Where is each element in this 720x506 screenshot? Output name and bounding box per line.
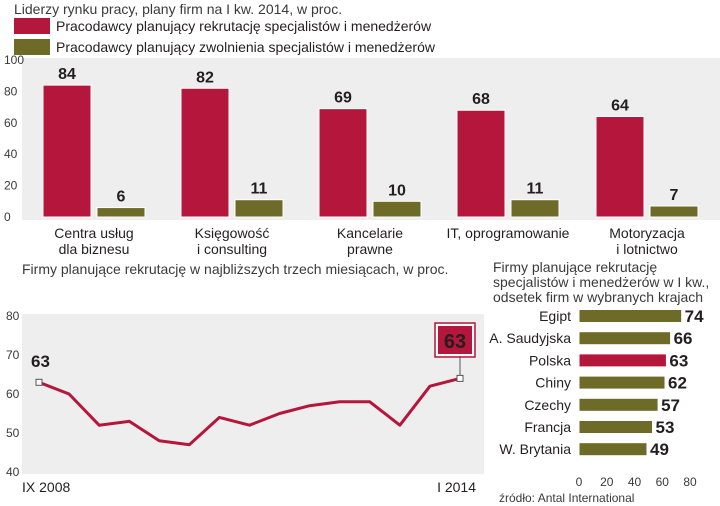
bar-value-label: 82 <box>196 69 214 86</box>
point-marker <box>35 378 43 386</box>
bar <box>578 442 648 457</box>
bar <box>372 200 422 218</box>
country-label: Polska <box>529 352 571 368</box>
bar-value-label: 11 <box>527 181 544 198</box>
bar <box>234 199 284 218</box>
legend-label: Pracodawcy planujący zwolnienia specjali… <box>56 39 436 55</box>
end-value-frame <box>434 322 476 358</box>
end-value-box <box>436 324 474 356</box>
y-tick-label: 100 <box>4 53 24 67</box>
legend-label: Pracodawcy planujący rekrutację specjali… <box>56 18 432 34</box>
chart-title: Liderzy rynku pracy, plany firm na I kw.… <box>14 1 342 17</box>
bar-value-label: 84 <box>58 66 76 83</box>
country-label: A. Saudyjska <box>489 330 571 346</box>
country-label: Czechy <box>524 397 571 413</box>
bar-value-label: 74 <box>685 307 704 326</box>
category-label: Kancelarie <box>337 225 403 241</box>
bar <box>510 199 560 218</box>
bar-value-label: 69 <box>334 90 352 107</box>
category-label: Motoryzacja <box>609 225 685 241</box>
y-tick-label: 60 <box>4 116 18 130</box>
bar <box>578 353 667 368</box>
x-tick-label: 60 <box>656 475 670 489</box>
chart-title: Firmy planujące rekrutację w najbliższyc… <box>22 261 448 277</box>
country-label: W. Brytania <box>499 441 571 457</box>
bar-value-label: 6 <box>117 189 126 206</box>
bar-value-label: 66 <box>674 329 693 348</box>
bar <box>578 397 659 412</box>
end-value-label: 63 <box>444 331 466 353</box>
y-tick-label: 40 <box>6 465 20 479</box>
bar-value-label: 11 <box>251 181 268 198</box>
line-chart: Firmy planujące rekrutację w najbliższyc… <box>6 261 476 495</box>
legend-swatch <box>14 39 50 55</box>
chart-title: Firmy planujące rekrutację <box>493 259 657 275</box>
bar <box>578 309 683 323</box>
bar <box>595 116 645 218</box>
legend-swatch <box>14 18 50 34</box>
bar-value-label: 7 <box>670 187 679 204</box>
chart-title: odsetek firm w wybranych krajach <box>493 289 703 305</box>
bar-value-label: 63 <box>669 351 688 370</box>
y-tick-label: 70 <box>6 348 20 362</box>
bar <box>180 87 230 218</box>
bar-value-label: 49 <box>650 440 669 459</box>
series-line <box>37 376 462 447</box>
start-value-label: 63 <box>31 352 50 371</box>
bar <box>649 205 699 218</box>
x-tick-label: 0 <box>576 475 583 489</box>
bar-value-label: 68 <box>472 91 490 108</box>
x-axis-end-label: I 2014 <box>437 479 476 495</box>
y-tick-label: 40 <box>4 147 18 161</box>
country-label: Chiny <box>535 375 571 391</box>
bar-value-label: 62 <box>668 374 687 393</box>
bar <box>578 420 654 434</box>
bar <box>578 331 672 346</box>
category-label: Księgowość <box>195 225 270 241</box>
y-tick-label: 20 <box>4 179 18 193</box>
bar <box>578 375 666 390</box>
x-axis-start-label: IX 2008 <box>22 479 70 495</box>
x-tick-label: 40 <box>628 475 642 489</box>
country-label: Egipt <box>539 308 571 324</box>
country-label: Francja <box>524 419 571 435</box>
category-label: Centra usług <box>54 225 133 241</box>
source-note: źródło: Antal International <box>499 491 634 505</box>
bar <box>42 84 92 218</box>
x-tick-label: 20 <box>600 475 614 489</box>
bar-value-label: 64 <box>611 98 629 115</box>
y-tick-label: 0 <box>4 210 11 224</box>
x-tick-label: 80 <box>683 475 697 489</box>
y-tick-label: 60 <box>6 387 20 401</box>
y-tick-label: 80 <box>4 84 18 98</box>
category-label: i lotnictwo <box>616 241 678 257</box>
y-tick-label: 50 <box>6 426 20 440</box>
bar-value-label: 57 <box>661 396 680 415</box>
bar-value-label: 53 <box>656 418 675 437</box>
bar-value-label: 10 <box>388 182 406 199</box>
point-marker <box>456 374 464 382</box>
bar <box>318 108 368 218</box>
top-bar-chart: Liderzy rynku pracy, plany firm na I kw.… <box>4 1 699 257</box>
bar <box>96 207 146 218</box>
category-label: prawne <box>347 241 393 257</box>
line-chart-panel <box>22 314 484 474</box>
category-label: dla biznesu <box>59 241 130 257</box>
category-label: IT, oprogramowanie <box>447 225 570 241</box>
chart-title: specjalistów i menedżerów w I kw., <box>493 274 709 290</box>
y-tick-label: 80 <box>6 309 20 323</box>
bar <box>456 109 506 218</box>
category-label: i consulting <box>197 241 267 257</box>
